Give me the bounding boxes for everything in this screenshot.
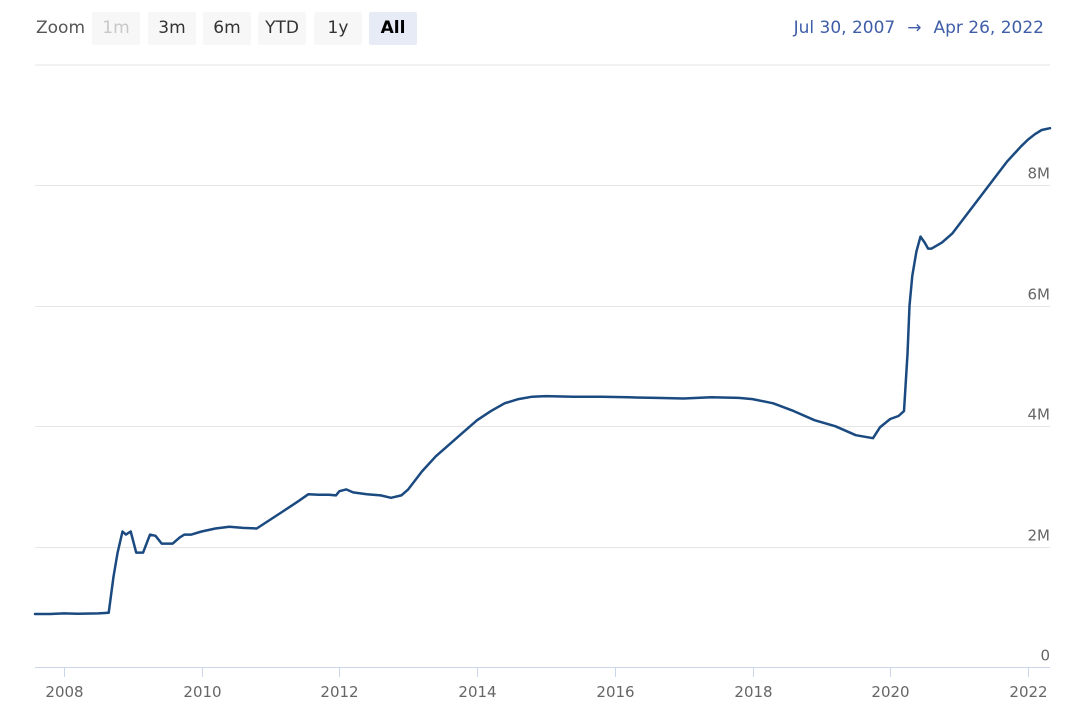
range-from-input[interactable]: Jul 30, 2007 xyxy=(793,18,896,38)
x-tick-label: 2022 xyxy=(1009,683,1047,701)
y-tick-label: 0 xyxy=(1040,647,1050,665)
y-axis-ticks: 0 2M 4M 6M 8M xyxy=(1028,165,1051,665)
x-tick-label: 2016 xyxy=(596,683,634,701)
date-range-display: Jul 30, 2007 → Apr 26, 2022 xyxy=(794,18,1044,38)
x-tick-label: 2012 xyxy=(320,683,358,701)
range-to-input[interactable]: Apr 26, 2022 xyxy=(933,18,1044,38)
x-tick-label: 2014 xyxy=(458,683,496,701)
x-axis-ticks: 2008 2010 2012 2014 2016 2018 2020 2022 xyxy=(45,667,1048,701)
range-arrow-icon: → xyxy=(907,18,922,38)
y-tick-label: 8M xyxy=(1028,165,1051,183)
y-tick-label: 4M xyxy=(1028,406,1051,424)
zoom-1m-button[interactable]: 1m xyxy=(92,12,140,45)
zoom-1y-button[interactable]: 1y xyxy=(314,12,362,45)
series-layer xyxy=(33,126,1052,616)
zoom-all-button[interactable]: All xyxy=(369,12,417,45)
grid-lines xyxy=(35,185,1050,548)
series-line[interactable] xyxy=(33,126,1052,616)
y-tick-label: 2M xyxy=(1028,527,1051,545)
x-tick-label: 2010 xyxy=(183,683,221,701)
range-selector-toolbar: Zoom 1m 3m 6m YTD 1y All Jul 30, 2007 → Ap… xyxy=(0,0,1085,60)
zoom-6m-button[interactable]: 6m xyxy=(203,12,251,45)
x-tick-label: 2008 xyxy=(45,683,83,701)
zoom-ytd-button[interactable]: YTD xyxy=(258,12,306,45)
zoom-label: Zoom xyxy=(36,18,86,38)
zoom-3m-button[interactable]: 3m xyxy=(148,12,196,45)
x-tick-label: 2018 xyxy=(734,683,772,701)
x-tick-label: 2020 xyxy=(871,683,909,701)
y-tick-label: 6M xyxy=(1028,286,1051,304)
